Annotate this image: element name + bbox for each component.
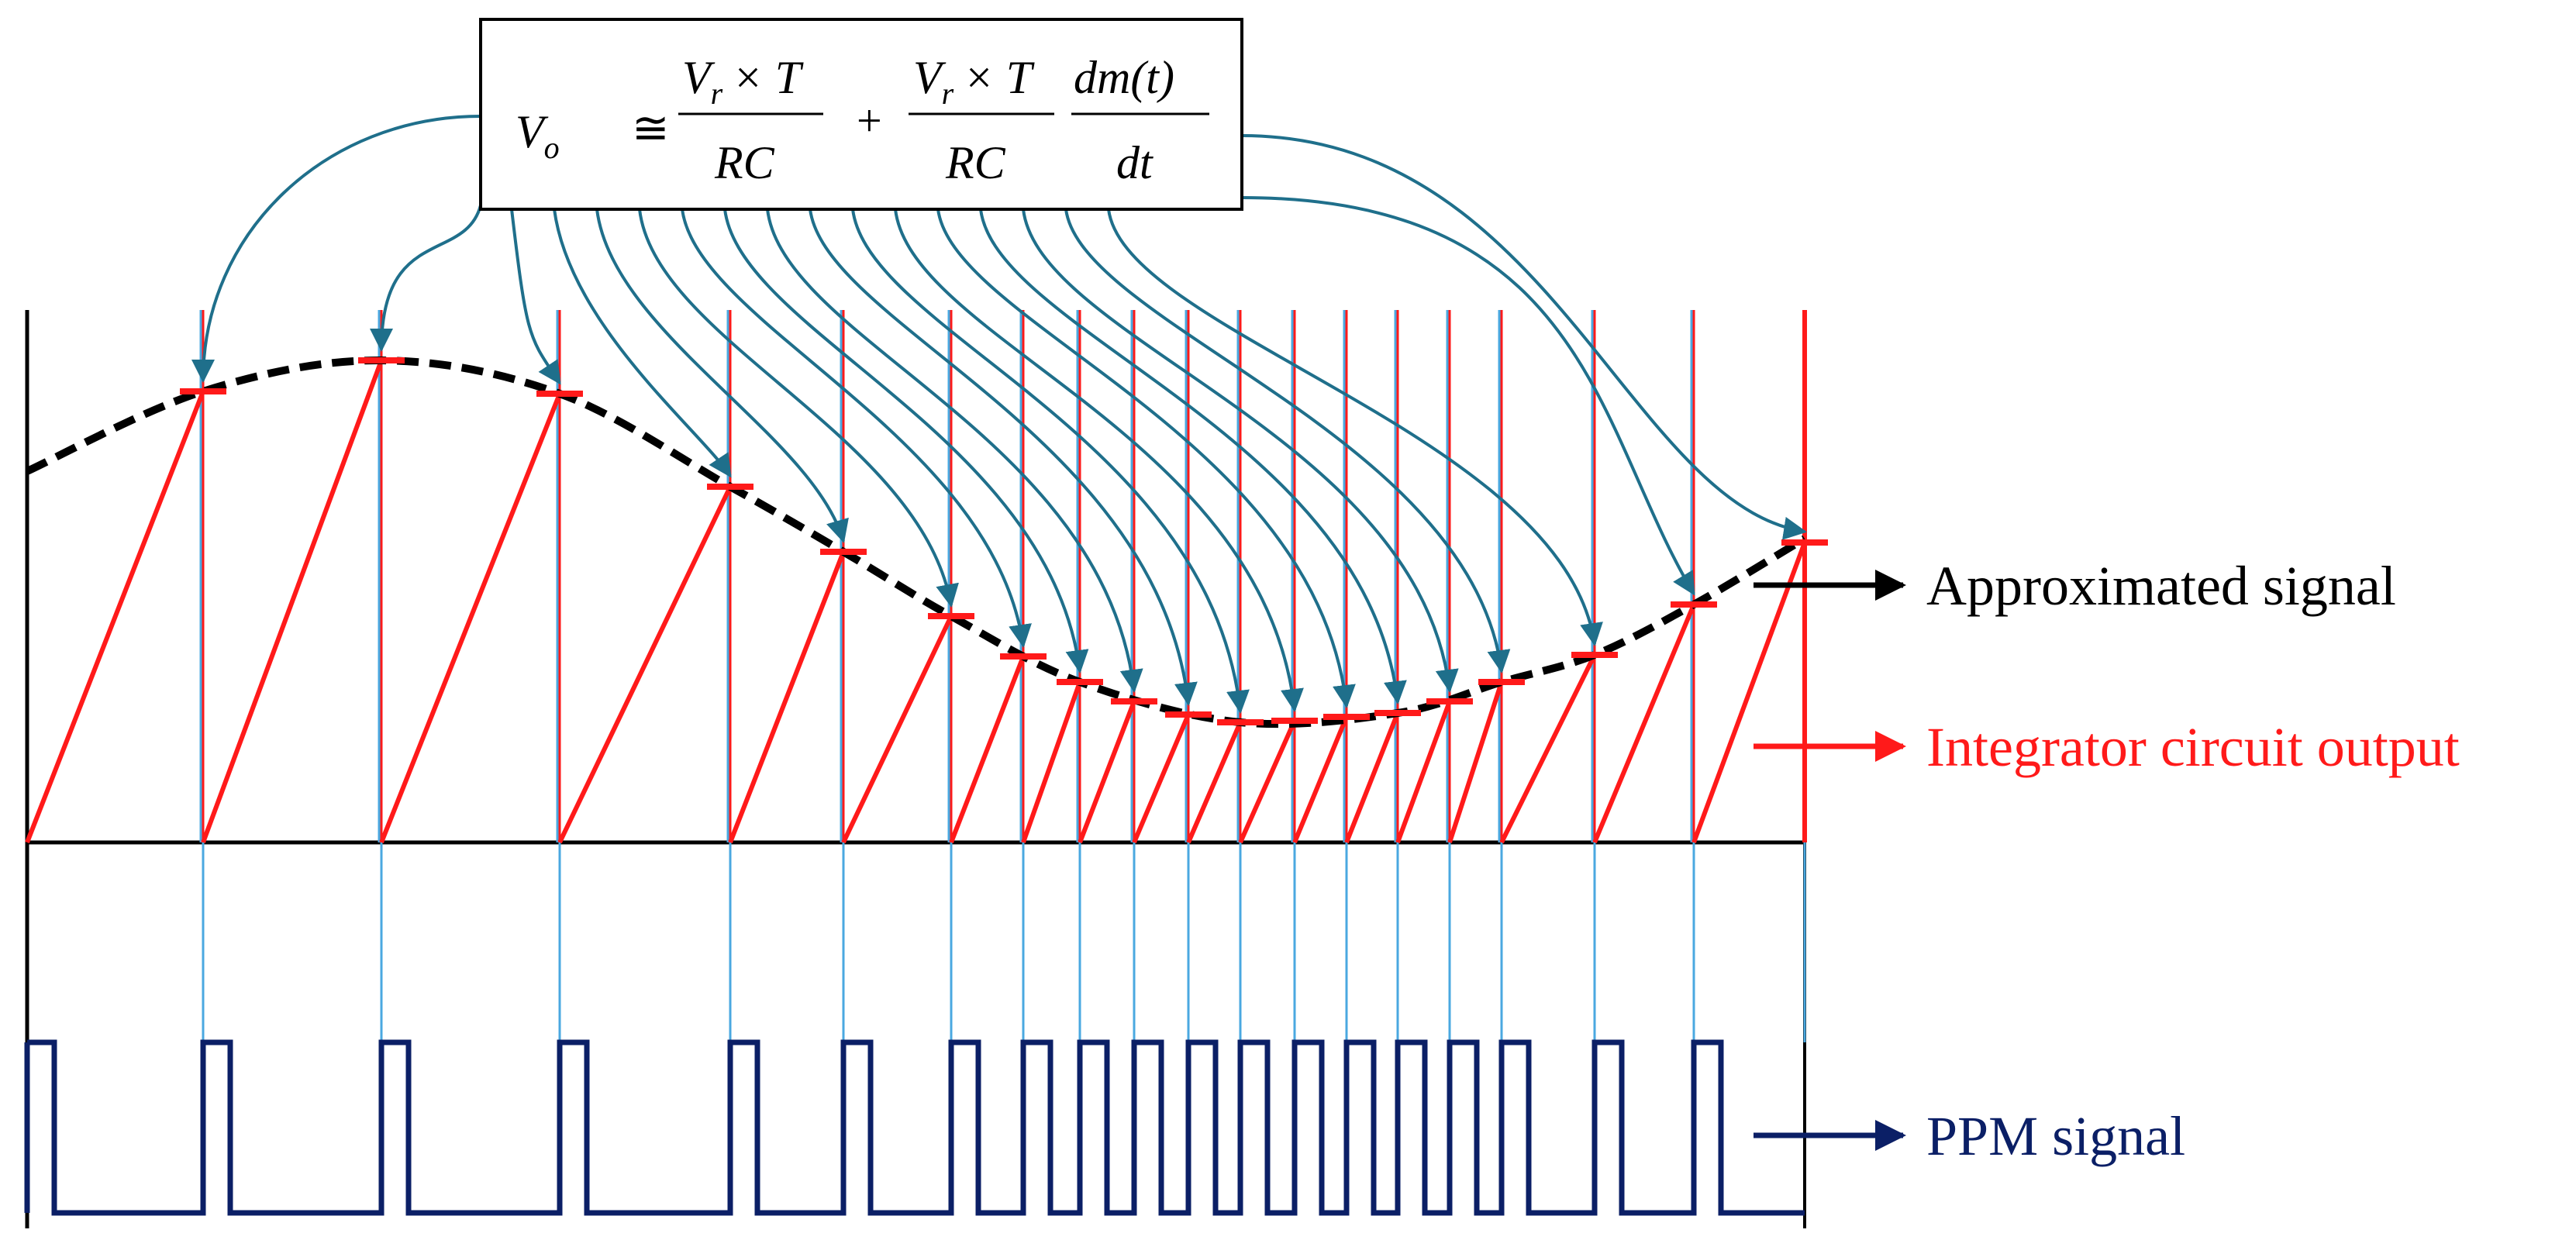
ppm-label: PPM signal [1926, 1105, 2185, 1167]
formula-lhs: Vo [516, 106, 560, 165]
ramp [1078, 700, 1136, 844]
ramp [1592, 603, 1696, 844]
formula-arrow [681, 208, 1032, 648]
formula-arrow [809, 208, 1198, 706]
ramp [1132, 713, 1191, 844]
ramp [841, 615, 953, 844]
frac3-denominator: dt [1116, 137, 1154, 188]
ramp [201, 359, 384, 844]
sample-marks [180, 357, 1828, 725]
frac1-numerator: Vr × T [682, 52, 804, 111]
ramp [25, 390, 205, 844]
ramp [1292, 715, 1349, 844]
ramp [1447, 681, 1504, 843]
sample-lines [24, 310, 1807, 1213]
frac3-numerator: dm(t) [1074, 52, 1174, 103]
ramp [949, 655, 1026, 844]
formula-arrows [191, 115, 1807, 714]
formula-arrow [936, 208, 1356, 708]
formula-approx: ≅ [632, 103, 670, 153]
formula-arrow [979, 208, 1407, 704]
integrator-ramps [25, 359, 1807, 844]
ramp [728, 550, 846, 844]
ramp [379, 392, 562, 844]
legend-ppm: PPM signal [1754, 1105, 2185, 1167]
formula-arrow [1241, 196, 1695, 596]
frac2-numerator: Vr × T [913, 52, 1035, 111]
legend-integrator: Integrator circuit output [1754, 716, 2460, 778]
formula-plus: + [857, 95, 882, 146]
formula-arrow [1241, 134, 1807, 540]
ramp [1186, 721, 1243, 844]
ramp [1021, 681, 1082, 843]
formula-arrow [851, 208, 1250, 714]
legend-approximated: Approximated signal [1754, 555, 2396, 617]
formula-arrow [894, 208, 1304, 712]
formula-arrow [1107, 208, 1603, 646]
ppm-signal-waveform [27, 1039, 1805, 1216]
formula-arrow [370, 205, 482, 352]
formula-arrow [191, 115, 481, 383]
formula-box: Vo ≅ Vr × T RC + Vr × T RC dm(t) dt [479, 18, 1243, 211]
ramp [1499, 653, 1597, 844]
formula-arrow [595, 208, 849, 543]
formula-arrow [1064, 208, 1511, 673]
formula-arrow [638, 208, 959, 608]
frac1-denominator: RC [714, 137, 775, 188]
formula-arrow [723, 208, 1089, 673]
ramp [1238, 719, 1297, 844]
ramp [1395, 700, 1452, 844]
ramp [1344, 711, 1400, 844]
ramp [557, 485, 733, 844]
formula-arrow [766, 208, 1143, 693]
frac2-denominator: RC [945, 137, 1006, 188]
approximated-label: Approximated signal [1926, 555, 2396, 617]
formula-arrow [1022, 208, 1459, 693]
formula-arrow [510, 208, 561, 385]
integrator-label: Integrator circuit output [1926, 716, 2460, 778]
formula-arrow [553, 208, 732, 478]
ramp [1691, 541, 1807, 844]
